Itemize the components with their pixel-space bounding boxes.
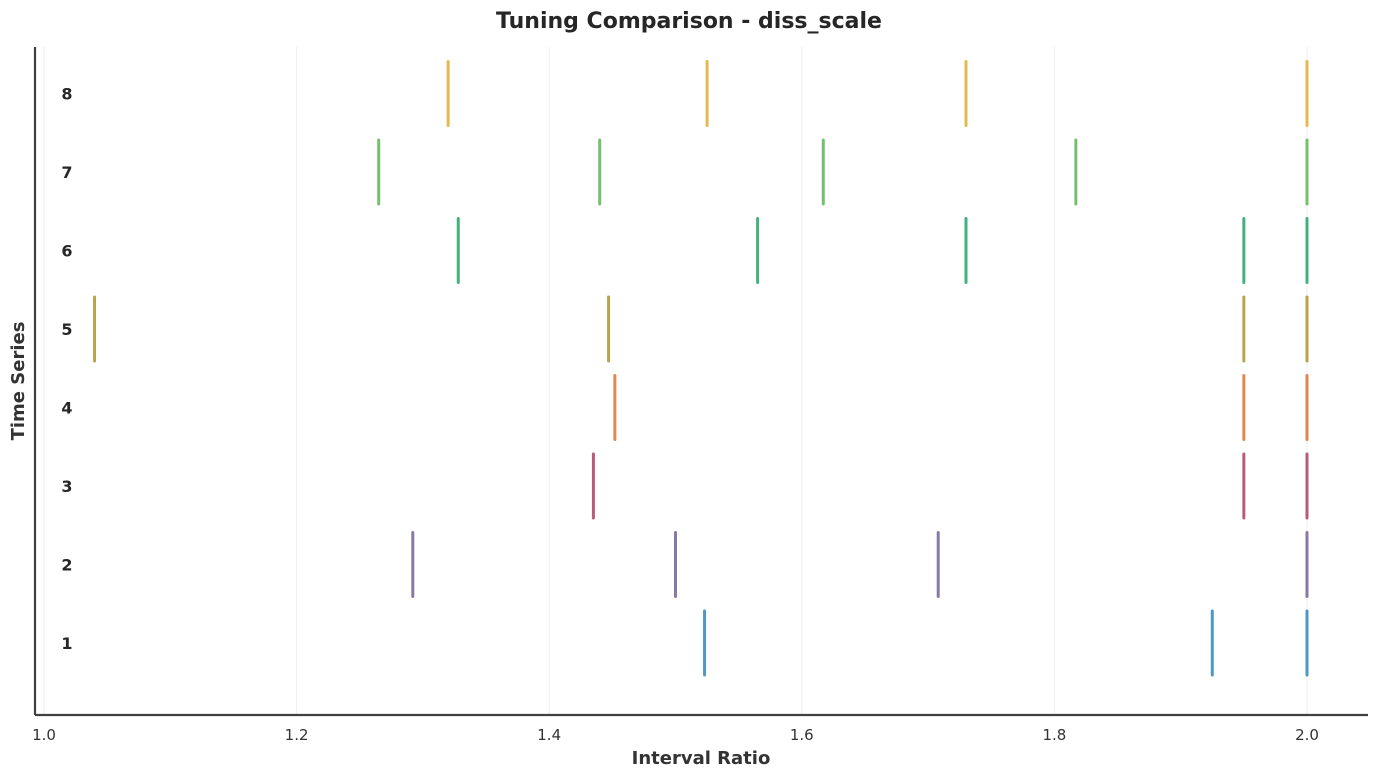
x-tick-labels: 1.0 1.2 1.4 1.6 1.8 2.0: [32, 726, 1319, 744]
x-tick-label: 1.8: [1042, 726, 1066, 744]
x-tick-label: 1.6: [790, 726, 814, 744]
x-tick-label: 1.4: [537, 726, 561, 744]
x-axis-label: Interval Ratio: [632, 748, 771, 769]
y-tick-label: 2: [61, 556, 72, 575]
y-tick-label: 7: [61, 163, 72, 182]
y-tick-label: 1: [61, 634, 72, 653]
y-tick-label: 8: [61, 85, 72, 104]
x-tick-label: 2.0: [1295, 726, 1319, 744]
y-tick-label: 6: [61, 242, 72, 261]
y-tick-label: 4: [61, 399, 72, 418]
x-tick-label: 1.2: [285, 726, 309, 744]
y-tick-label: 5: [61, 320, 72, 339]
y-tick-label: 3: [61, 477, 72, 496]
x-tick-label: 1.0: [32, 726, 56, 744]
x-gridlines: [43, 47, 1308, 715]
y-tick-labels: 1 2 3 4 5 6 7 8: [61, 85, 72, 654]
chart-title: Tuning Comparison - diss_scale: [496, 9, 882, 34]
y-axis-label: Time Series: [8, 322, 29, 441]
tick-marks: [93, 60, 1309, 677]
